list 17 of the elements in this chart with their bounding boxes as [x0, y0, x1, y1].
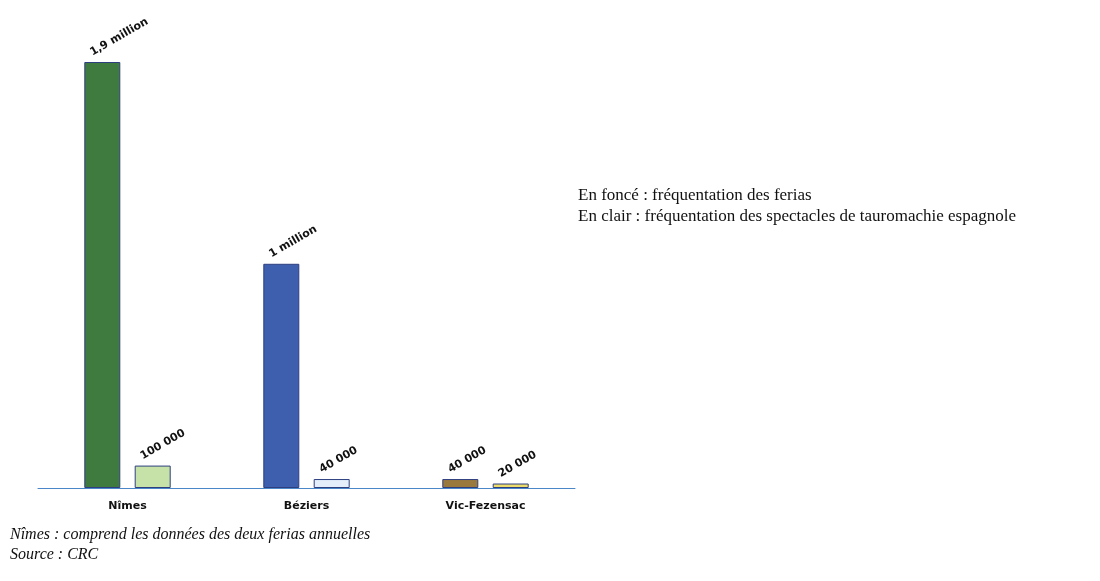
bar [84, 62, 121, 488]
source-note: Source : CRC [10, 545, 99, 562]
data-label: 40 000 [445, 442, 489, 476]
text: Nîmes : comprend les données des deux ferias annuelles [9, 525, 371, 543]
x-tick-label: Béziers [283, 499, 330, 512]
data-label: 40 000 [316, 442, 360, 476]
data-label: 100 000 [137, 425, 188, 462]
text: En clair : fréquentation des spectacles de tauromachie espagnole [578, 206, 1017, 225]
bar [313, 479, 350, 488]
bar [134, 465, 171, 488]
bar [263, 263, 300, 488]
data-label: 20 000 [495, 447, 539, 480]
x-tick-label: Nîmes [108, 499, 148, 512]
bar [492, 483, 529, 488]
x-tick-label: Vic-Fezensac [445, 499, 526, 512]
text: En foncé : fréquentation des ferias [578, 185, 812, 204]
bar [442, 479, 479, 488]
